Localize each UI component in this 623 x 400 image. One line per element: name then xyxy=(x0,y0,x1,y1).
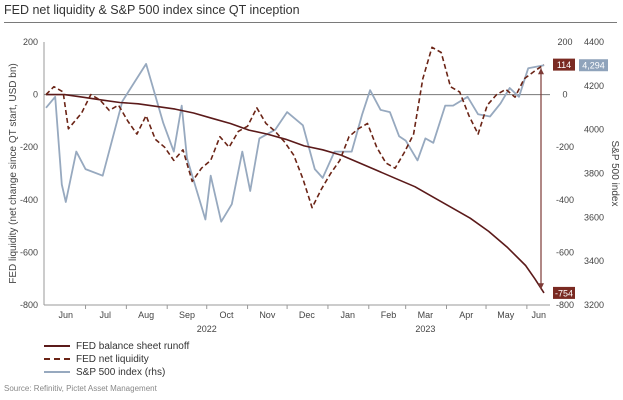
x-tick-label: Sep xyxy=(179,310,195,320)
end-label-runoff: -754 xyxy=(555,288,573,298)
x-year-label: 2023 xyxy=(415,324,435,334)
x-tick-label: Jan xyxy=(340,310,355,320)
x-tick-label: Oct xyxy=(219,310,234,320)
gap-arrow-head-bottom xyxy=(538,283,544,290)
end-label-sp500-bg xyxy=(579,59,608,72)
y-tick-label-mid: -800 xyxy=(556,300,574,310)
y-tick-label-mid: -400 xyxy=(556,195,574,205)
legend-label-sp500: S&P 500 index (rhs) xyxy=(76,366,166,378)
legend-label-runoff: FED balance sheet runoff xyxy=(76,340,190,352)
x-year-label: 2022 xyxy=(197,324,217,334)
legend-item-liquidity: FED net liquidity xyxy=(44,353,149,365)
legend-swatch-liquidity xyxy=(44,358,70,360)
y-tick-label-right: 4200 xyxy=(584,81,604,91)
series-line-liquidity xyxy=(45,46,545,209)
gap-arrow-head-top xyxy=(538,68,544,75)
legend-swatch-runoff xyxy=(44,345,70,347)
chart: 200 0 -200 -400 -600 -800 200 0 -200 -400 -600 -800… xyxy=(8,37,620,334)
x-tick-label: Jun xyxy=(531,310,546,320)
end-label-liquidity: 114 xyxy=(557,60,571,70)
x-tick-label: Dec xyxy=(299,310,316,320)
end-label-liquidity-bg xyxy=(553,58,575,71)
y-tick-label-left: -800 xyxy=(20,300,38,310)
legend-item-sp500: S&P 500 index (rhs) xyxy=(44,366,165,378)
y-tick-label-mid: -600 xyxy=(556,247,574,257)
y-tick-label-left: 0 xyxy=(33,90,38,100)
x-tick-label: Jul xyxy=(100,310,112,320)
y-axis-title-left: FED liquidity (net change since QT start… xyxy=(8,63,19,283)
y-tick-label-right: 3600 xyxy=(584,212,604,222)
y-tick-label-right: 3200 xyxy=(584,300,604,310)
title-divider xyxy=(4,22,617,23)
y-tick-label-right: 3800 xyxy=(584,169,604,179)
source-note: Source: Refinitiv, Pictet Asset Manageme… xyxy=(4,384,157,393)
x-tick-label: Apr xyxy=(459,310,473,320)
x-tick-label: Jun xyxy=(59,310,74,320)
y-tick-label-right: 3400 xyxy=(584,256,604,266)
y-tick-label-left: -200 xyxy=(20,142,38,152)
end-label-sp500: 4,294 xyxy=(582,61,605,71)
legend-swatch-sp500 xyxy=(44,371,70,373)
x-tick-label: Nov xyxy=(259,310,276,320)
y-tick-label-right: 4400 xyxy=(584,37,604,47)
x-tick-label: Mar xyxy=(418,310,434,320)
x-tick-label: Aug xyxy=(138,310,154,320)
end-label-runoff-bg xyxy=(553,286,575,299)
y-tick-label-mid: -200 xyxy=(556,142,574,152)
y-axis-title-right: S&P 500 index xyxy=(609,141,620,207)
y-tick-label-left: -600 xyxy=(20,247,38,257)
x-tick-label: May xyxy=(497,310,515,320)
legend-item-runoff: FED balance sheet runoff xyxy=(44,340,189,352)
y-tick-label-left: 200 xyxy=(23,37,38,47)
y-tick-label-right: 4000 xyxy=(584,125,604,135)
x-tick-label: Feb xyxy=(381,310,397,320)
y-tick-label-left: -400 xyxy=(20,195,38,205)
y-tick-label-mid: 200 xyxy=(557,37,572,47)
legend-label-liquidity: FED net liquidity xyxy=(76,353,149,365)
y-tick-label-mid: 0 xyxy=(562,90,567,100)
series-line-runoff xyxy=(46,93,545,294)
chart-title: FED net liquidity & S&P 500 index since … xyxy=(4,3,300,17)
